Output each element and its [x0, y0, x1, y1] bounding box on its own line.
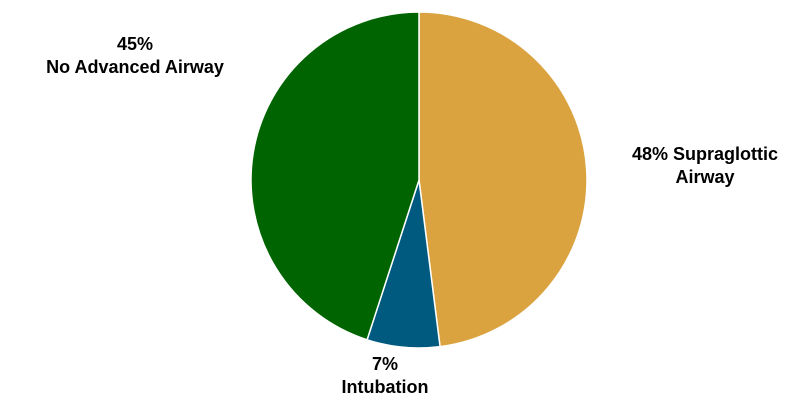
slice-label: 48% Supraglottic Airway	[605, 143, 804, 189]
category-label: No Advanced Airway	[46, 57, 224, 77]
percent-label: 45%	[116, 34, 154, 54]
category-label: Supraglottic Airway	[673, 144, 779, 187]
percent-label: 48%	[631, 144, 668, 164]
slice-label: 45% No Advanced Airway	[10, 33, 260, 79]
percent-label: 7%	[371, 354, 398, 374]
pie-slice	[418, 11, 588, 348]
category-label: Intubation	[341, 377, 429, 397]
pie-slice	[250, 11, 420, 341]
slice-label: 7% Intubation	[310, 353, 460, 399]
